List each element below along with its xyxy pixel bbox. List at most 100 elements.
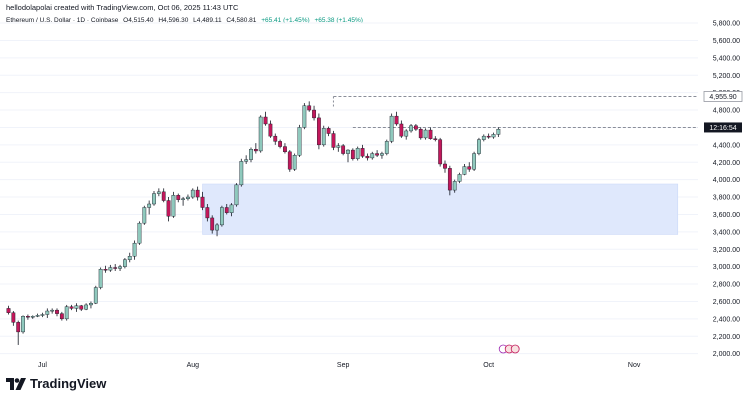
candle-up	[457, 174, 462, 182]
candle-down	[438, 139, 443, 165]
chart-attribution: hellodolapolai created with TradingView.…	[6, 3, 239, 12]
candle-up	[423, 129, 428, 139]
candle-up	[491, 134, 496, 138]
price-axis-label: 5,400.00	[713, 55, 740, 62]
candle-down	[287, 151, 292, 170]
candle-up	[156, 191, 161, 194]
tradingview-logo-icon	[6, 377, 26, 390]
candle-down	[161, 191, 166, 201]
price-axis-label: 3,200.00	[713, 247, 740, 254]
candle-down	[210, 217, 215, 231]
candle-down	[399, 123, 404, 137]
time-axis-label: Aug	[187, 362, 200, 369]
candle-up	[84, 304, 89, 310]
time-axis-label: Sep	[337, 362, 350, 369]
candle-up	[239, 161, 244, 186]
candle-up	[190, 189, 195, 198]
candle-down	[418, 128, 423, 139]
candle-up	[108, 267, 113, 271]
candle-up	[215, 224, 219, 231]
candle-up	[137, 222, 142, 244]
candle-up	[64, 306, 69, 320]
countdown-tag	[704, 122, 742, 133]
candle-up	[98, 269, 103, 288]
candle-down	[365, 155, 370, 159]
candle-up	[152, 193, 156, 205]
candle-down	[79, 305, 84, 310]
symbol-name: Ethereum / U.S. Dollar · 1D · Coinbase	[6, 17, 119, 24]
candle-up	[74, 305, 79, 309]
candle-up	[472, 153, 476, 170]
candle-up	[21, 316, 25, 333]
candle-up	[452, 181, 457, 191]
price-axis-label: 4,000.00	[713, 177, 740, 184]
candle-up	[30, 316, 35, 318]
candle-up	[477, 139, 481, 154]
price-axis-label: 2,800.00	[713, 282, 740, 289]
candle-up	[496, 128, 501, 135]
candle-down	[263, 116, 268, 125]
change-value-secondary: +65.38 (+1.45%)	[314, 17, 363, 24]
candle-up	[462, 166, 467, 175]
candle-down	[394, 115, 399, 125]
candle-up	[234, 184, 239, 206]
candle-up	[50, 309, 55, 312]
candle-up	[409, 125, 413, 132]
price-axis-label: 2,000.00	[713, 351, 740, 358]
candle-down	[176, 195, 181, 200]
time-axis-label: Oct	[483, 362, 494, 369]
countdown-tag-text: 12:16:54	[709, 125, 736, 132]
candle-down	[11, 312, 16, 323]
candle-up	[404, 130, 409, 137]
price-axis-label: 2,400.00	[713, 316, 740, 323]
candle-down	[166, 200, 171, 217]
tradingview-logo[interactable]: TradingView	[6, 376, 106, 391]
time-axis-label: Jul	[38, 362, 47, 369]
candle-down	[195, 189, 200, 198]
ohlc-open: O4,515.40	[123, 17, 154, 24]
candle-up	[389, 115, 394, 142]
candle-down	[278, 141, 282, 147]
candle-down	[253, 148, 258, 152]
candle-up	[302, 105, 307, 128]
price-axis-label: 4,800.00	[713, 108, 740, 115]
candle-down	[200, 196, 205, 208]
candle-down	[55, 309, 59, 314]
candle-up	[321, 128, 326, 146]
price-axis-label: 4,200.00	[713, 160, 740, 167]
price-chart[interactable]: 5,800.005,600.005,400.005,200.005,000.00…	[0, 0, 750, 372]
candle-down	[326, 128, 331, 134]
candle-down	[205, 207, 210, 219]
candle-down	[317, 117, 321, 146]
candle-down	[312, 109, 316, 119]
candle-up	[249, 148, 253, 160]
price-axis-label: 5,600.00	[713, 38, 740, 45]
candle-up	[45, 310, 50, 315]
change-value: +65.41 (+1.45%)	[261, 17, 310, 24]
candle-up	[346, 149, 350, 154]
price-axis-label: 5,800.00	[713, 21, 740, 28]
price-axis-label: 3,000.00	[713, 264, 740, 271]
candle-down	[283, 146, 287, 153]
symbol-info: Ethereum / U.S. Dollar · 1D · Coinbase O…	[6, 17, 366, 24]
candle-down	[350, 149, 355, 159]
candle-down	[486, 135, 491, 138]
candle-up	[229, 204, 234, 213]
price-axis-label: 2,600.00	[713, 299, 740, 306]
candle-up	[292, 155, 297, 170]
ohlc-low: L4,489.11	[193, 17, 222, 24]
candle-up	[127, 256, 132, 260]
level-price-tag	[703, 91, 743, 102]
candle-up	[93, 287, 98, 304]
candle-down	[69, 306, 74, 309]
candle-up	[481, 135, 486, 140]
candle-up	[89, 302, 93, 306]
price-axis-label: 4,400.00	[713, 142, 740, 149]
candle-up	[186, 196, 190, 199]
candle-up	[147, 203, 152, 208]
support-zone	[202, 183, 679, 235]
candle-down	[341, 145, 346, 154]
candle-up	[171, 195, 176, 217]
ohlc-high: H4,596.30	[158, 17, 189, 24]
candle-up	[142, 207, 147, 224]
